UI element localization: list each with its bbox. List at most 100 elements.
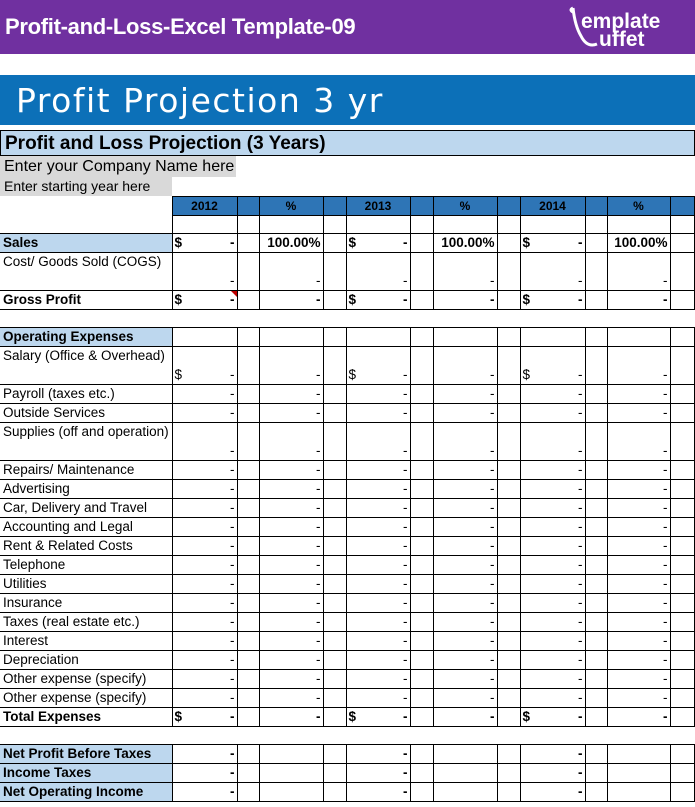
percent-cell[interactable]: - — [258, 498, 324, 518]
gap-cell[interactable] — [669, 782, 695, 802]
percent-cell[interactable]: - — [258, 593, 324, 613]
amount-cell[interactable]: $ - — [171, 233, 238, 253]
gap-cell[interactable] — [584, 631, 608, 651]
amount-cell[interactable]: - — [345, 252, 411, 291]
gap-cell[interactable] — [236, 460, 260, 480]
percent-cell[interactable]: - — [432, 555, 498, 575]
gap-cell[interactable] — [322, 669, 347, 689]
percent-cell[interactable]: 100.00% — [606, 233, 671, 253]
gap-cell[interactable] — [409, 593, 434, 613]
gap-cell[interactable] — [409, 422, 434, 461]
percent-cell[interactable]: - — [258, 460, 324, 480]
gap-cell[interactable] — [496, 327, 521, 347]
gap-cell[interactable] — [236, 574, 260, 594]
gap-cell[interactable] — [236, 650, 260, 670]
gap-cell[interactable] — [584, 574, 608, 594]
amount-cell[interactable]: - — [345, 555, 411, 575]
gap-cell[interactable] — [236, 669, 260, 689]
gap-cell[interactable] — [584, 782, 608, 802]
amount-cell[interactable]: - — [171, 612, 238, 632]
gap-cell[interactable] — [409, 233, 434, 253]
percent-cell[interactable] — [606, 327, 671, 347]
amount-cell[interactable]: - — [519, 403, 586, 423]
amount-cell[interactable]: $ - — [519, 233, 586, 253]
amount-cell[interactable]: - — [171, 782, 238, 802]
percent-cell[interactable]: - — [606, 346, 671, 385]
percent-cell[interactable]: - — [432, 479, 498, 499]
gap-cell[interactable] — [409, 215, 434, 234]
amount-cell[interactable]: - — [171, 688, 238, 708]
percent-cell[interactable] — [606, 744, 671, 764]
gap-cell[interactable] — [669, 252, 695, 291]
gap-cell[interactable] — [669, 631, 695, 651]
amount-cell[interactable]: - — [519, 744, 586, 764]
gap-cell[interactable] — [669, 403, 695, 423]
gap-cell[interactable] — [322, 593, 347, 613]
gap-cell[interactable] — [584, 384, 608, 404]
gap-cell[interactable] — [584, 290, 608, 310]
gap-cell[interactable] — [669, 460, 695, 480]
amount-cell[interactable]: $ - — [171, 346, 238, 385]
amount-cell[interactable]: $ - — [171, 290, 238, 310]
gap-cell[interactable] — [669, 498, 695, 518]
percent-cell[interactable]: - — [432, 536, 498, 556]
percent-cell[interactable]: - — [606, 252, 671, 291]
gap-cell[interactable] — [496, 384, 521, 404]
percent-cell[interactable]: - — [258, 707, 324, 727]
percent-cell[interactable] — [432, 763, 498, 783]
amount-cell[interactable]: - — [519, 479, 586, 499]
percent-cell[interactable]: 100.00% — [258, 233, 324, 253]
gap-cell[interactable] — [236, 707, 260, 727]
gap-cell[interactable] — [669, 233, 695, 253]
amount-cell[interactable]: - — [519, 498, 586, 518]
percent-cell[interactable]: - — [432, 422, 498, 461]
percent-cell[interactable]: - — [258, 574, 324, 594]
gap-cell[interactable] — [584, 688, 608, 708]
gap-cell[interactable] — [409, 744, 434, 764]
amount-cell[interactable]: $ - — [345, 233, 411, 253]
gap-cell[interactable] — [669, 384, 695, 404]
percent-cell[interactable]: - — [258, 384, 324, 404]
amount-cell[interactable]: - — [171, 252, 238, 291]
gap-cell[interactable] — [322, 233, 347, 253]
percent-cell[interactable] — [258, 215, 324, 234]
percent-cell[interactable]: - — [606, 555, 671, 575]
amount-cell[interactable]: - — [171, 650, 238, 670]
start-year-cell[interactable]: Enter starting year here — [0, 177, 172, 196]
percent-cell[interactable]: - — [606, 290, 671, 310]
percent-cell[interactable]: - — [258, 612, 324, 632]
percent-cell[interactable]: - — [606, 384, 671, 404]
gap-cell[interactable] — [322, 384, 347, 404]
amount-cell[interactable] — [345, 327, 411, 347]
gap-cell[interactable] — [496, 403, 521, 423]
gap-cell[interactable] — [496, 650, 521, 670]
gap-cell[interactable] — [496, 517, 521, 537]
amount-cell[interactable]: $ - — [171, 707, 238, 727]
percent-cell[interactable]: - — [432, 707, 498, 727]
gap-cell[interactable] — [409, 631, 434, 651]
percent-cell[interactable] — [606, 782, 671, 802]
gap-cell[interactable] — [236, 782, 260, 802]
amount-cell[interactable]: - — [171, 422, 238, 461]
percent-cell[interactable] — [258, 763, 324, 783]
gap-cell[interactable] — [584, 403, 608, 423]
gap-cell[interactable] — [669, 763, 695, 783]
gap-cell[interactable] — [409, 479, 434, 499]
amount-cell[interactable]: - — [345, 669, 411, 689]
gap-cell[interactable] — [669, 555, 695, 575]
gap-cell[interactable] — [409, 403, 434, 423]
gap-cell[interactable] — [496, 593, 521, 613]
gap-cell[interactable] — [669, 669, 695, 689]
gap-cell[interactable] — [496, 744, 521, 764]
amount-cell[interactable]: - — [171, 574, 238, 594]
percent-cell[interactable]: - — [432, 593, 498, 613]
gap-cell[interactable] — [236, 479, 260, 499]
amount-cell[interactable]: - — [345, 593, 411, 613]
amount-cell[interactable]: - — [171, 555, 238, 575]
amount-cell[interactable] — [519, 215, 586, 234]
amount-cell[interactable]: $ - — [519, 290, 586, 310]
gap-cell[interactable] — [409, 574, 434, 594]
amount-cell[interactable]: - — [345, 460, 411, 480]
amount-cell[interactable]: - — [519, 763, 586, 783]
gap-cell[interactable] — [584, 233, 608, 253]
